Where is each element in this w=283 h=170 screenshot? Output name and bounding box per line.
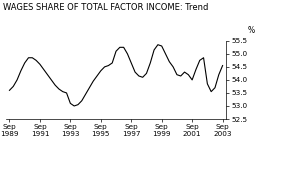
Text: %: % [248, 26, 255, 35]
Text: WAGES SHARE OF TOTAL FACTOR INCOME: Trend: WAGES SHARE OF TOTAL FACTOR INCOME: Tren… [3, 3, 208, 12]
